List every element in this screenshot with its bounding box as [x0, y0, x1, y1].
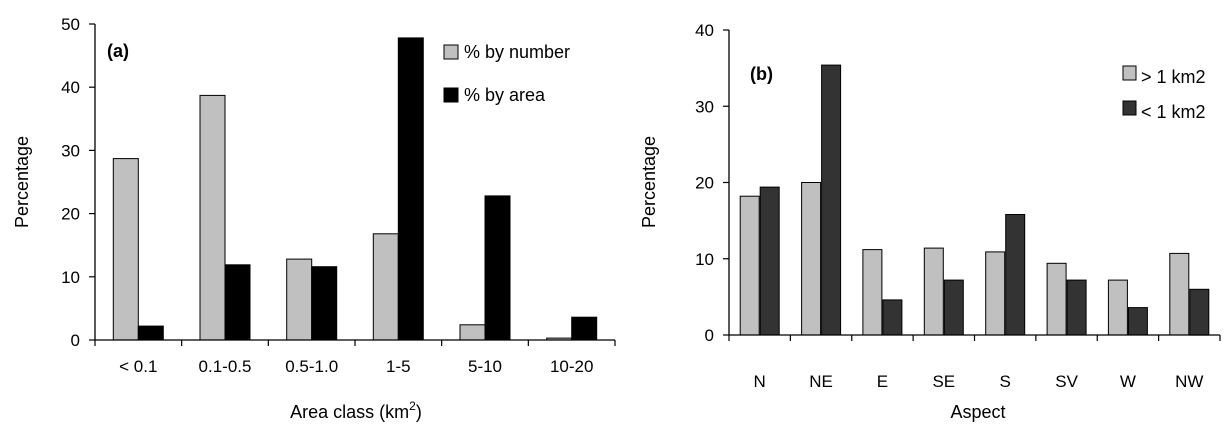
bar-a-series2-0	[137, 325, 164, 341]
bar-b-series1-4	[985, 251, 1006, 336]
bar-a-series2-1	[224, 264, 251, 341]
bar-b-series2-3	[943, 279, 964, 336]
y-tick-label-a: 0	[71, 331, 80, 350]
y-tick-label-a: 20	[61, 205, 80, 224]
bar-b-series2-5	[1066, 279, 1087, 336]
bar-b-series1-7	[1169, 252, 1190, 336]
bar-b-series2-6	[1127, 307, 1148, 336]
legend-swatch-by-area	[443, 87, 459, 103]
y-tick-label-b: 10	[695, 250, 714, 269]
y-tick-label-b: 0	[705, 326, 714, 345]
x-tick-label-a: 0.1-0.5	[199, 357, 252, 376]
x-tick-label-b: SE	[932, 372, 955, 391]
panel-a-x-label-sup: 2	[409, 399, 416, 413]
x-tick-label-a: 5-10	[468, 357, 502, 376]
panel-a-y-ticks: 0 10 20 30 40 50	[61, 15, 95, 350]
chart-panel-b: 0 10 20 30 40 N NE E SE S SV W NW (b) Percentage As…	[639, 21, 1221, 422]
bar-b-series2-2	[882, 299, 903, 336]
x-tick-label-b: SV	[1055, 372, 1078, 391]
x-tick-label-b: W	[1120, 372, 1136, 391]
panel-b-x-label: Aspect	[950, 402, 1005, 422]
x-tick-label-a: < 0.1	[119, 357, 157, 376]
bar-a-series1-3	[372, 233, 399, 341]
panel-a-y-label: Percentage	[12, 136, 32, 228]
y-tick-label-b: 20	[695, 174, 714, 193]
y-tick-label-a: 10	[61, 268, 80, 287]
x-tick-label-b: S	[1000, 372, 1011, 391]
bar-b-series1-2	[862, 249, 883, 336]
panel-b-x-ticks: N NE E SE S SV W NW	[728, 335, 1221, 391]
panel-a-x-label-main: Area class (km	[290, 402, 409, 422]
bar-b-series1-0	[739, 195, 760, 336]
panel-b-bars	[739, 64, 1210, 336]
bar-a-series1-1	[199, 94, 226, 341]
legend-label-by-number: % by number	[464, 42, 570, 62]
x-tick-label-b: N	[754, 372, 766, 391]
x-tick-label-b: NW	[1175, 372, 1203, 391]
bar-b-series1-6	[1107, 279, 1128, 336]
panel-b-y-label: Percentage	[639, 136, 659, 228]
x-tick-label-a: 0.5-1.0	[285, 357, 338, 376]
legend-swatch-by-number	[443, 44, 459, 60]
legend-label-by-area: % by area	[464, 85, 546, 105]
bar-b-series1-1	[801, 182, 822, 336]
bar-a-series2-3	[397, 37, 424, 341]
x-tick-label-b: NE	[809, 372, 833, 391]
bar-a-series1-4	[459, 324, 486, 341]
panel-a-legend: % by number % by area	[443, 42, 570, 105]
panel-b-label: (b)	[750, 64, 773, 84]
bar-a-series2-5	[571, 316, 598, 341]
bar-b-series1-5	[1046, 262, 1067, 336]
x-tick-label-a: 10-20	[550, 357, 593, 376]
y-tick-label-a: 30	[61, 141, 80, 160]
panel-a-bars	[112, 37, 598, 341]
bar-a-series2-2	[311, 266, 338, 341]
x-tick-label-a: 1-5	[386, 357, 411, 376]
legend-label-lt-1km2: < 1 km2	[1141, 102, 1206, 122]
y-tick-label-b: 30	[695, 97, 714, 116]
bar-a-series2-4	[484, 195, 511, 341]
bar-b-series2-4	[1005, 214, 1026, 336]
legend-swatch-lt-1km2	[1122, 100, 1137, 116]
y-tick-label-b: 40	[695, 21, 714, 40]
bar-a-series1-0	[112, 158, 139, 341]
x-tick-label-b: E	[877, 372, 888, 391]
panel-a-label: (a)	[107, 41, 129, 61]
bar-b-series2-1	[821, 64, 842, 336]
y-tick-label-a: 50	[61, 15, 80, 34]
y-tick-label-a: 40	[61, 78, 80, 97]
panel-b-legend: > 1 km2 < 1 km2	[1122, 65, 1206, 122]
panel-b-y-ticks: 0 10 20 30 40	[695, 21, 729, 345]
bar-b-series1-3	[923, 247, 944, 336]
legend-swatch-gt-1km2	[1122, 65, 1137, 81]
panel-a-x-label: Area class (km2)	[290, 399, 422, 422]
panel-a-x-ticks: < 0.1 0.1-0.5 0.5-1.0 1-5 5-10 10-20	[94, 340, 616, 376]
panel-a-x-label-end: )	[416, 402, 422, 422]
chart-panel-a: 0 10 20 30 40 50 < 0.1 0.1-0.5 0.5-1.0 1-5 5-10 10…	[12, 15, 616, 422]
bar-b-series2-0	[759, 186, 780, 336]
bar-a-series1-2	[286, 258, 313, 341]
legend-label-gt-1km2: > 1 km2	[1141, 67, 1206, 87]
bar-b-series2-7	[1189, 288, 1210, 336]
